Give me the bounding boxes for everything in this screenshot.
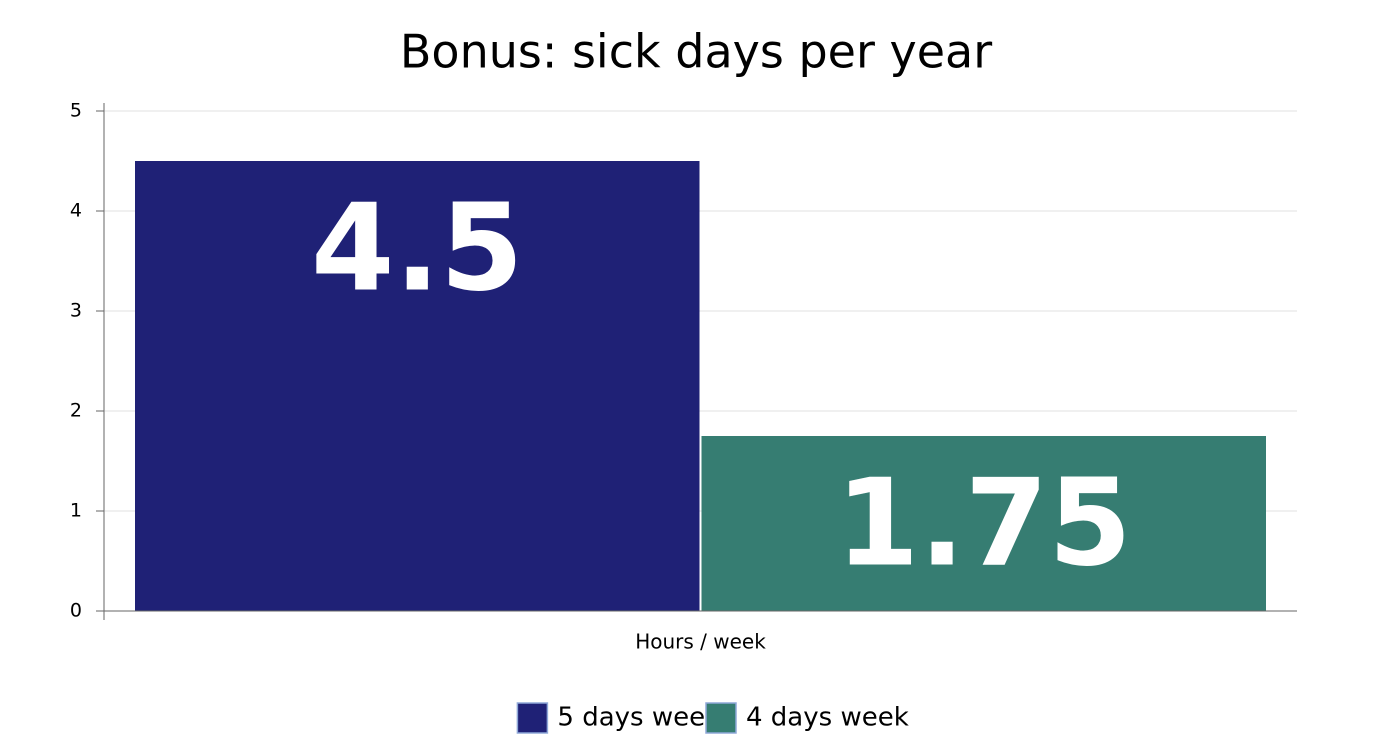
y-tick-label: 3: [70, 300, 82, 322]
y-tick-label: 0: [70, 600, 82, 622]
y-tick-label: 2: [70, 400, 82, 422]
bar: [135, 161, 700, 611]
chart-title: Bonus: sick days per year: [400, 25, 992, 79]
legend-swatch: [516, 702, 549, 734]
x-tick-label: Hours / week: [635, 630, 766, 654]
y-tick-label: 1: [70, 500, 82, 522]
bar: [701, 436, 1266, 611]
data-label: 1.75: [836, 455, 1132, 594]
data-label: 4.5: [311, 180, 524, 319]
y-tick-label: 4: [70, 200, 82, 222]
y-tick-label: 5: [70, 100, 82, 122]
legend-swatch: [705, 702, 737, 734]
legend-label: 4 days week: [746, 703, 909, 733]
legend-label: 5 days week: [557, 703, 720, 733]
